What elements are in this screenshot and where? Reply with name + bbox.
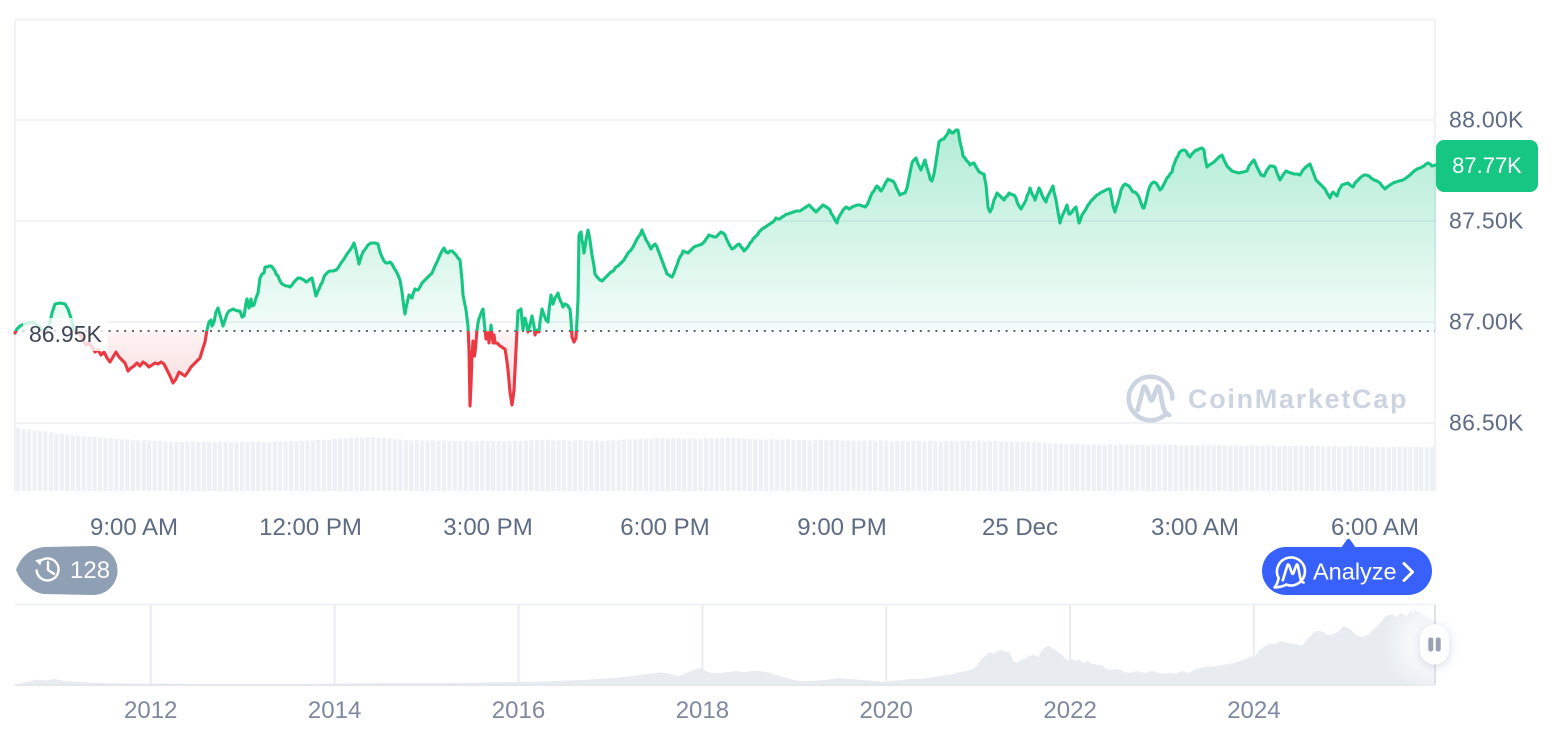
svg-text:Analyze: Analyze [1313, 559, 1397, 585]
svg-text:128: 128 [70, 557, 110, 584]
svg-text:CoinMarketCap: CoinMarketCap [1188, 384, 1408, 414]
